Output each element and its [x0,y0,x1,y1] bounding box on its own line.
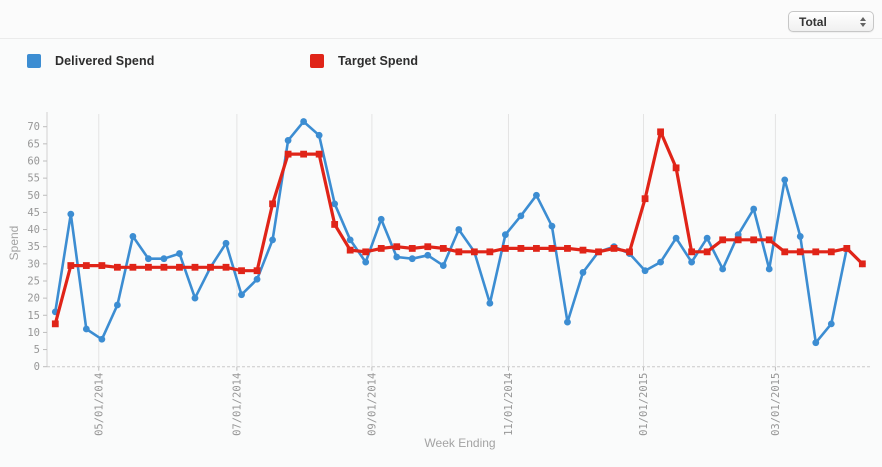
toolbar: Total [0,0,882,39]
svg-text:Week Ending: Week Ending [424,436,495,450]
svg-text:20: 20 [27,293,40,305]
svg-text:25: 25 [27,275,40,287]
svg-text:07/01/2014: 07/01/2014 [231,373,243,436]
svg-text:35: 35 [27,241,40,253]
legend-item-delivered-spend[interactable]: Delivered Spend [27,54,154,68]
svg-text:30: 30 [27,258,40,270]
select-stepper-icon [860,16,866,27]
target-spend-swatch-icon [310,54,324,68]
svg-text:03/01/2015: 03/01/2015 [770,373,782,436]
svg-text:0: 0 [34,361,40,373]
svg-text:Spend: Spend [7,226,21,261]
svg-text:70: 70 [27,121,40,133]
legend-item-target-spend[interactable]: Target Spend [310,54,418,68]
delivered-spend-swatch-icon [27,54,41,68]
svg-text:60: 60 [27,155,40,167]
svg-text:05/01/2014: 05/01/2014 [93,373,105,436]
total-filter-select[interactable]: Total [788,11,874,32]
legend-label-delivered-spend: Delivered Spend [55,54,155,68]
svg-text:5: 5 [34,344,40,356]
svg-text:65: 65 [27,138,40,150]
total-filter-value: Total [799,14,827,29]
svg-text:10: 10 [27,327,40,339]
legend-label-target-spend: Target Spend [338,54,419,68]
svg-text:01/01/2015: 01/01/2015 [638,373,650,436]
svg-text:50: 50 [27,190,40,202]
svg-text:45: 45 [27,207,40,219]
svg-text:11/01/2014: 11/01/2014 [503,373,515,436]
svg-text:55: 55 [27,173,40,185]
svg-text:40: 40 [27,224,40,236]
svg-text:09/01/2014: 09/01/2014 [366,373,378,436]
svg-text:15: 15 [27,310,40,322]
